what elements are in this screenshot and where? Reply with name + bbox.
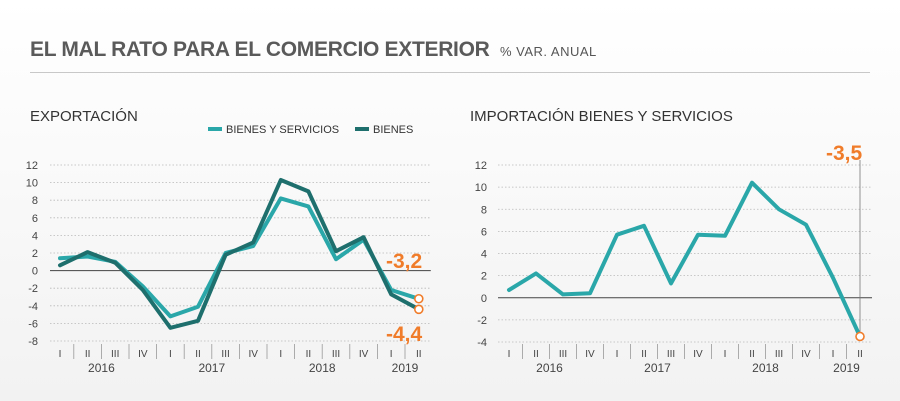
x-tick-label: III bbox=[667, 349, 675, 360]
page-subtitle: % VAR. ANUAL bbox=[499, 44, 597, 59]
y-tick-label: 0 bbox=[32, 266, 38, 278]
y-tick-label: 4 bbox=[32, 230, 38, 242]
year-label: 2017 bbox=[644, 361, 671, 375]
y-tick-label: 4 bbox=[481, 249, 487, 261]
x-tick-label: IV bbox=[359, 349, 369, 360]
x-tick-label: I bbox=[508, 349, 511, 360]
chart-importacion: IMPORTACIÓN BIENES Y SERVICIOS 12 10 8 6 4 2 0 -… bbox=[470, 108, 872, 375]
x-tick-label: III bbox=[332, 349, 340, 360]
year-label: 2018 bbox=[752, 361, 779, 375]
x-tick-label: II bbox=[85, 349, 91, 360]
year-label: 2018 bbox=[309, 361, 336, 375]
chart-header: EL MAL RATO PARA EL COMERCIO EXTERIOR % … bbox=[30, 38, 597, 62]
y-tick-label: 2 bbox=[32, 248, 38, 260]
chart-title-exportacion: EXPORTACIÓN bbox=[30, 108, 138, 125]
end-point-marker bbox=[855, 331, 865, 342]
x-tick-label: I bbox=[724, 349, 727, 360]
year-label: 2016 bbox=[536, 361, 563, 375]
series-line-bienes bbox=[58, 178, 421, 330]
x-tick-label: II bbox=[306, 349, 312, 360]
series-line-bienes-y-servicios bbox=[58, 196, 421, 319]
header-divider bbox=[30, 72, 870, 73]
x-tick-label: I bbox=[616, 349, 619, 360]
y-tick-label: 8 bbox=[481, 204, 487, 216]
x-tick-label: IV bbox=[248, 349, 258, 360]
x-tick-label: II bbox=[641, 349, 647, 360]
y-tick-label: 12 bbox=[26, 160, 38, 172]
y-tick-label: 8 bbox=[32, 195, 38, 207]
y-tick-label: -2 bbox=[28, 283, 38, 295]
chart-title-importacion: IMPORTACIÓN BIENES Y SERVICIOS bbox=[470, 108, 733, 125]
x-tick-label: III bbox=[559, 349, 567, 360]
year-label: 2019 bbox=[392, 361, 419, 375]
series-line-bienes-y-servicios bbox=[507, 180, 862, 339]
x-tick-label: III bbox=[775, 349, 783, 360]
data-label: -3,2 bbox=[386, 250, 422, 273]
y-tick-label: 10 bbox=[26, 178, 38, 190]
y-tick-label: -6 bbox=[28, 318, 38, 330]
year-label: 2017 bbox=[198, 361, 225, 375]
y-tick-label: -8 bbox=[28, 336, 38, 348]
x-tick-label: III bbox=[221, 349, 229, 360]
x-tick-label: IV bbox=[801, 349, 811, 360]
x-tick-label: I bbox=[279, 349, 282, 360]
x-tick-label: II bbox=[533, 349, 539, 360]
data-label: -3,5 bbox=[826, 142, 863, 165]
end-point-marker bbox=[413, 293, 424, 304]
x-tick-label: II bbox=[749, 349, 755, 360]
y-tick-label: 6 bbox=[481, 226, 487, 238]
x-tick-label: I bbox=[832, 349, 835, 360]
x-tick-label: I bbox=[169, 349, 172, 360]
x-tick-label: IV bbox=[585, 349, 595, 360]
legend-label: BIENES bbox=[373, 124, 413, 136]
y-tick-label: 0 bbox=[481, 293, 487, 305]
y-tick-label: -4 bbox=[477, 337, 487, 349]
x-tick-label: IV bbox=[138, 349, 148, 360]
y-tick-label: 2 bbox=[481, 271, 487, 283]
x-tick-label: I bbox=[59, 349, 62, 360]
y-tick-label: -4 bbox=[28, 301, 38, 313]
y-tick-label: -2 bbox=[477, 315, 487, 327]
end-point-marker bbox=[413, 304, 424, 315]
data-label: -4,4 bbox=[386, 323, 423, 346]
x-tick-label: IV bbox=[693, 349, 703, 360]
x-tick-label: III bbox=[111, 349, 119, 360]
page-title: EL MAL RATO PARA EL COMERCIO EXTERIOR bbox=[30, 38, 490, 61]
y-tick-label: 10 bbox=[475, 182, 487, 194]
year-label: 2016 bbox=[88, 361, 115, 375]
y-tick-label: 6 bbox=[32, 213, 38, 225]
year-label: 2019 bbox=[833, 361, 860, 375]
x-tick-label: II bbox=[857, 349, 863, 360]
y-tick-label: 12 bbox=[475, 160, 487, 172]
x-tick-label: I bbox=[390, 349, 393, 360]
x-tick-label: II bbox=[416, 349, 422, 360]
legend-label: BIENES Y SERVICIOS bbox=[226, 124, 339, 136]
x-tick-label: II bbox=[195, 349, 201, 360]
